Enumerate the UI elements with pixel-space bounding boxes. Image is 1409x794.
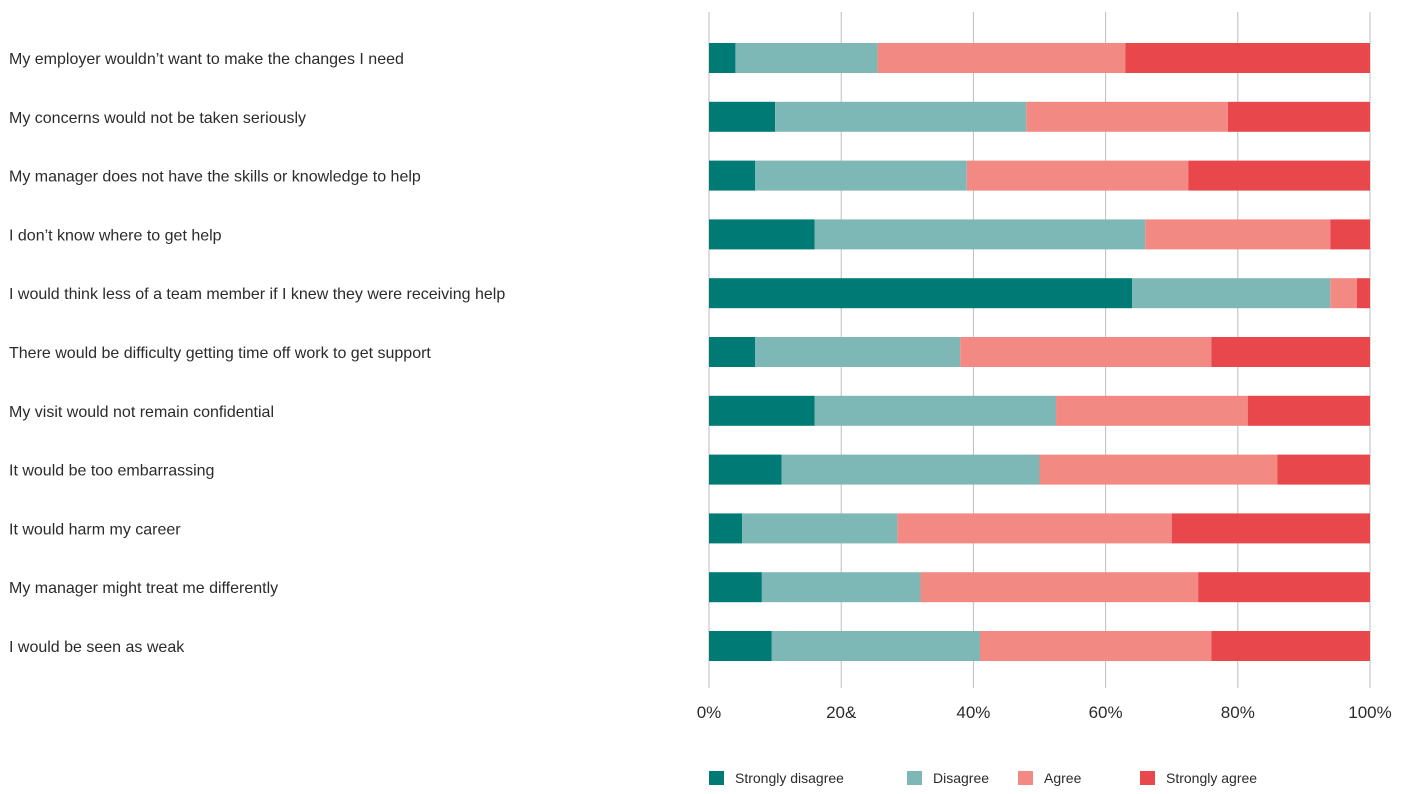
bar-segment: [761, 572, 921, 603]
x-tick-label: 100%: [1348, 703, 1391, 722]
legend-swatch: [709, 771, 724, 785]
bar-segment: [1227, 101, 1370, 132]
bar-segment: [709, 395, 815, 426]
bar-segment: [920, 572, 1199, 603]
legend-label: Disagree: [933, 770, 989, 786]
legend-label: Strongly disagree: [735, 770, 844, 786]
legend-label: Strongly agree: [1166, 770, 1257, 786]
bar-segment: [1132, 278, 1331, 309]
bar-segment: [814, 219, 1146, 250]
bar-segment: [771, 631, 981, 661]
bar-segment: [1330, 219, 1370, 250]
bar-segment: [1188, 160, 1370, 191]
category-label: My manager does not have the skills or k…: [9, 169, 421, 186]
bar-segment: [709, 513, 743, 544]
category-label: My manager might treat me differently: [9, 580, 278, 597]
category-label: My employer wouldn’t want to make the ch…: [9, 51, 404, 68]
bar-segment: [709, 160, 756, 191]
legend-swatch: [1140, 771, 1155, 785]
category-label: It would be too embarrassing: [9, 463, 214, 480]
bar-segment: [980, 631, 1212, 661]
bar-segment: [1145, 219, 1331, 250]
legend-swatch: [907, 771, 922, 785]
bar-segment: [877, 43, 1126, 73]
bar-segment: [709, 631, 772, 661]
x-axis-tick-labels: 0% 20& 40% 60% 80% 100%: [697, 703, 1392, 722]
bar-segment: [709, 278, 1133, 309]
bar-segment: [781, 454, 1040, 485]
legend-swatch: [1018, 771, 1033, 785]
bar-segment: [1247, 395, 1370, 426]
x-tick-label: 0%: [697, 703, 722, 722]
bar-segment: [709, 337, 756, 367]
legend: Strongly disagree Disagree Agree Strongly a…: [709, 770, 1257, 786]
category-label: It would harm my career: [9, 521, 181, 538]
bar-segment: [709, 454, 782, 485]
x-tick-label: 20&: [826, 703, 857, 722]
category-label: I would think less of a team member if I…: [9, 286, 505, 303]
bar-segment: [1211, 337, 1370, 367]
bar-segment: [1039, 454, 1278, 485]
bar-segment: [735, 43, 878, 73]
category-label: My visit would not remain confidential: [9, 404, 274, 421]
bar-segment: [1277, 454, 1370, 485]
bar-segment: [709, 219, 815, 250]
category-label: My concerns would not be taken seriously: [9, 110, 306, 127]
bar-segment: [1056, 395, 1248, 426]
bar-segment: [1125, 43, 1370, 73]
bar-segment: [1211, 631, 1370, 661]
bar-segment: [755, 337, 961, 367]
bar-segment: [1026, 101, 1228, 132]
bar-segment: [1356, 278, 1370, 309]
legend-label: Agree: [1044, 770, 1082, 786]
bar-segment: [897, 513, 1172, 544]
bar-segment: [966, 160, 1189, 191]
bar-segment: [960, 337, 1212, 367]
bar-segment: [775, 101, 1027, 132]
x-tick-label: 60%: [1089, 703, 1123, 722]
x-tick-label: 80%: [1221, 703, 1255, 722]
bar-segment: [709, 572, 762, 603]
category-label: I would be seen as weak: [9, 639, 185, 656]
bar-segment: [1198, 572, 1370, 603]
bar-segment: [755, 160, 967, 191]
bar-segment: [709, 101, 776, 132]
category-labels: My employer wouldn’t want to make the ch…: [9, 51, 505, 656]
bar-segment: [709, 43, 736, 73]
bars: [709, 43, 1370, 661]
bar-segment: [1330, 278, 1357, 309]
x-tick-label: 40%: [956, 703, 990, 722]
bar-segment: [814, 395, 1057, 426]
category-label: There would be difficulty getting time o…: [9, 345, 431, 362]
category-label: I don’t know where to get help: [9, 227, 222, 244]
bar-segment: [1171, 513, 1370, 544]
bar-segment: [742, 513, 898, 544]
